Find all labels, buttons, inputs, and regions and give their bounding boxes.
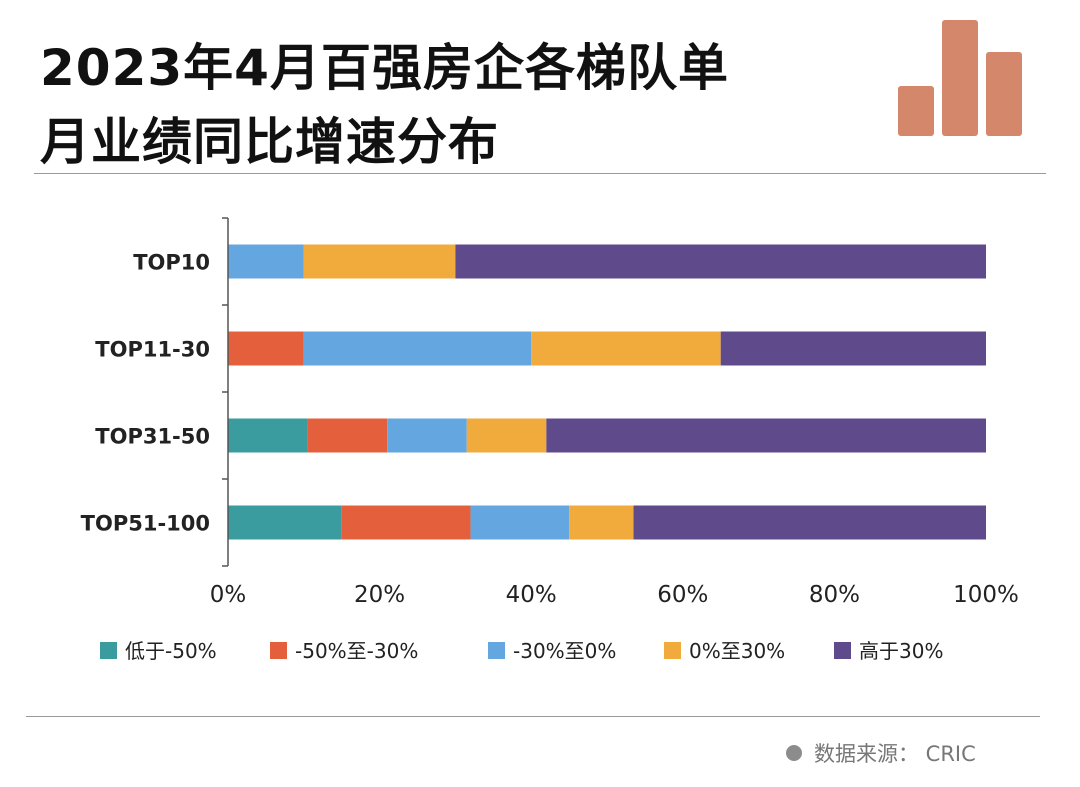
- bar-segment-top10-s3: [303, 244, 456, 279]
- legend-swatch-4: [834, 642, 851, 659]
- legend-label-4: 高于30%: [859, 639, 943, 663]
- bar-segment-top31-50-s3: [466, 418, 547, 453]
- x-tick-label: 20%: [354, 582, 405, 608]
- legend-swatch-3: [664, 642, 681, 659]
- logo-bar-right: [986, 52, 1022, 136]
- bar-segment-top51-100-s3: [569, 505, 634, 540]
- bar-segment-top11-30-s1: [228, 331, 304, 366]
- bar-chart-logo-icon: [898, 20, 1022, 136]
- legend-swatch-1: [270, 642, 287, 659]
- bar-segment-top31-50-s2: [387, 418, 467, 453]
- category-label: TOP11-30: [95, 338, 210, 362]
- top-divider: [34, 173, 1046, 174]
- data-source: 数据来源： CRIC: [786, 738, 976, 768]
- x-tick-label: 100%: [953, 582, 1019, 608]
- legend-label-1: -50%至-30%: [295, 639, 418, 663]
- x-tick-label: 60%: [657, 582, 708, 608]
- bar-segment-top51-100-s2: [470, 505, 570, 540]
- bar-segment-top51-100-s0: [228, 505, 342, 540]
- bottom-divider: [26, 716, 1040, 717]
- x-tick-label: 0%: [210, 582, 247, 608]
- bar-segment-top31-50-s0: [228, 418, 308, 453]
- bar-segment-top51-100-s4: [633, 505, 986, 540]
- bar-segment-top31-50-s4: [546, 418, 986, 453]
- x-tick-label: 80%: [809, 582, 860, 608]
- page-title-line-2: 月业绩同比增速分布: [40, 113, 499, 171]
- bar-segment-top10-s4: [455, 244, 986, 279]
- legend-label-2: -30%至0%: [513, 639, 616, 663]
- x-tick-label: 40%: [506, 582, 557, 608]
- category-label: TOP10: [133, 251, 210, 275]
- legend-swatch-2: [488, 642, 505, 659]
- source-bullet-icon: [786, 745, 802, 761]
- logo-bar-middle: [942, 20, 978, 136]
- source-text: 数据来源： CRIC: [814, 742, 976, 766]
- legend-label-0: 低于-50%: [125, 639, 217, 663]
- bar-segment-top11-30-s4: [720, 331, 986, 366]
- page-title-line-1: 2023年4月百强房企各梯队单: [40, 39, 729, 97]
- legend-label-3: 0%至30%: [689, 639, 785, 663]
- logo-bar-left: [898, 86, 934, 136]
- bar-segment-top10-s2: [228, 244, 304, 279]
- bar-segment-top51-100-s1: [341, 505, 471, 540]
- bar-segment-top11-30-s2: [303, 331, 532, 366]
- category-label: TOP31-50: [95, 425, 210, 449]
- legend-swatch-0: [100, 642, 117, 659]
- category-label: TOP51-100: [81, 512, 210, 536]
- bar-segment-top11-30-s3: [531, 331, 721, 366]
- bar-segment-top31-50-s1: [307, 418, 388, 453]
